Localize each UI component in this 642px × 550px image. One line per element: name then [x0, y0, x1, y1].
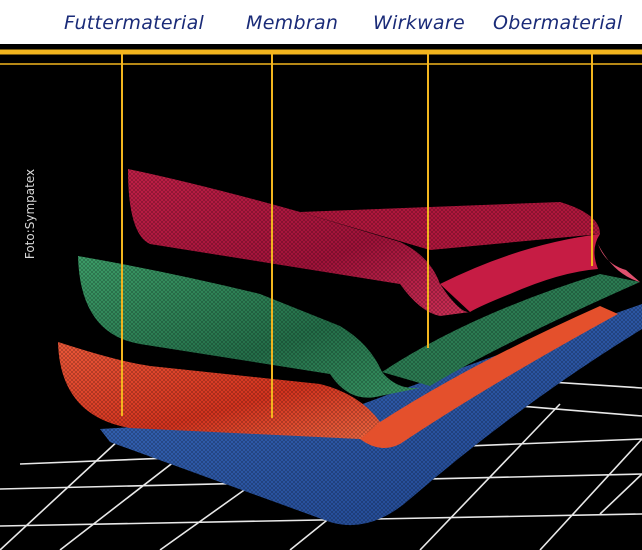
label-header: Futtermaterial Membran Wirkware Obermate… — [0, 0, 642, 44]
label-futtermaterial: Futtermaterial — [64, 12, 205, 34]
label-obermaterial: Obermaterial — [493, 12, 623, 34]
layer-illustration — [0, 49, 642, 550]
leader-lines — [0, 49, 642, 418]
label-wirkware: Wirkware — [373, 12, 465, 34]
label-membran: Membran — [246, 12, 339, 34]
layer-photo: Foto:Sympatex — [0, 44, 642, 550]
photo-credit: Foto:Sympatex — [23, 168, 37, 260]
